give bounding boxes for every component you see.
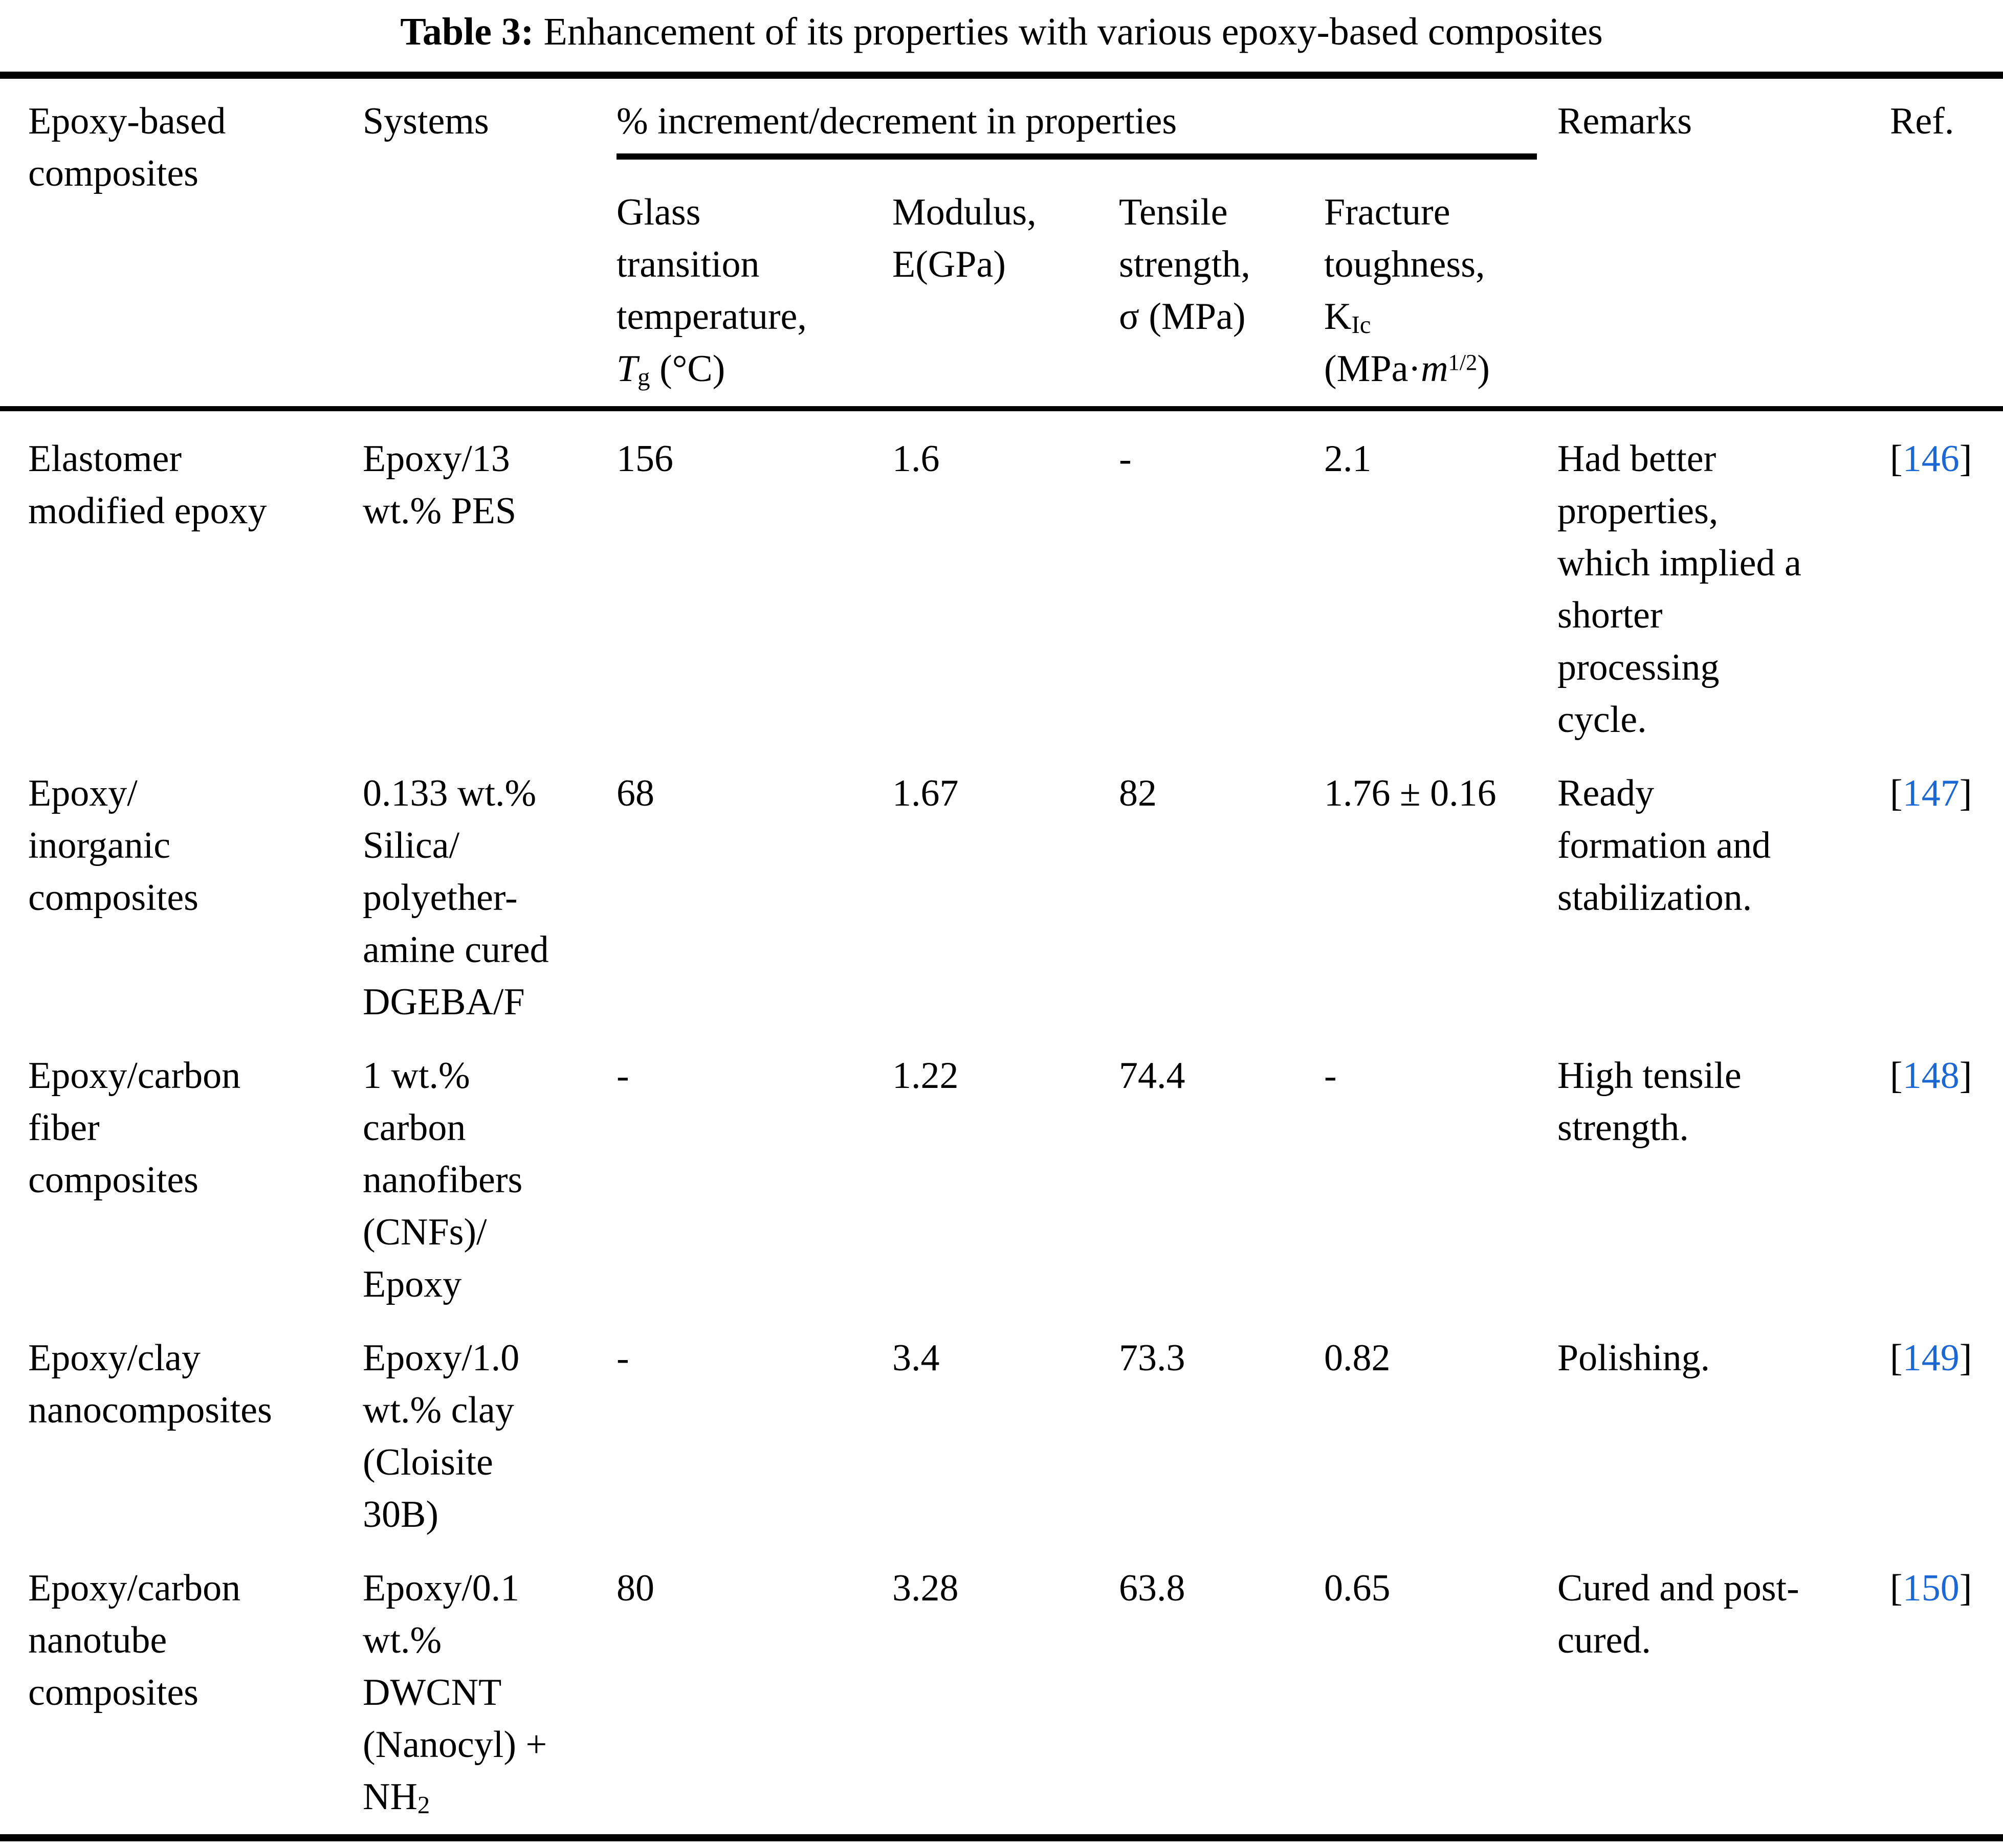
cell-tensile-strength: - [1119, 438, 1132, 480]
cell-fracture-toughness: - [1324, 1055, 1337, 1097]
col-header-fracture-toughness: Fracture toughness, KIc (MPa·m1/2) [1324, 160, 1558, 411]
table-row: Epoxy/clay nanocomposites Epoxy/1.0 wt.% c… [0, 1310, 2003, 1541]
citation-link[interactable]: 147 [1902, 772, 1960, 814]
cell-tensile-strength: 73.3 [1119, 1337, 1185, 1379]
cell-glass-transition: 80 [617, 1567, 654, 1609]
col-header-modulus: Modulus, E(GPa) [892, 160, 1119, 411]
cell-remarks: Cured and post-cured. [1557, 1567, 1799, 1661]
ref-bracket-open: [ [1890, 1567, 1903, 1609]
cell-fracture-toughness: 0.65 [1324, 1567, 1391, 1609]
cell-fracture-toughness: 1.76 ± 0.16 [1324, 772, 1496, 814]
ref-bracket-open: [ [1890, 772, 1903, 814]
cell-system: Epoxy/13 wt.% PES [363, 438, 517, 532]
cell-system: 0.133 wt.% Silica/polyether-amine cured DG… [363, 772, 549, 1023]
col-header-glass-transition: Glass transition temperature, Tg (°C) [617, 160, 892, 411]
cell-modulus: 1.6 [892, 438, 940, 480]
col-header-epoxy-based-composites: Epoxy-based composites [0, 75, 363, 411]
header-row-top: Epoxy-based composites Systems % incremen… [0, 75, 2003, 411]
citation-link[interactable]: 149 [1902, 1337, 1960, 1379]
ref-bracket-close: ] [1959, 1337, 1972, 1379]
cell-ref: [148] [1890, 1028, 2003, 1310]
cell-modulus: 1.67 [892, 772, 959, 814]
cell-tensile-strength: 63.8 [1119, 1567, 1185, 1609]
cell-fracture-toughness: 0.82 [1324, 1337, 1391, 1379]
ref-bracket-close: ] [1959, 1567, 1972, 1609]
cell-composite: Epoxy/clay nanocomposites [28, 1337, 272, 1431]
cell-tensile-strength: 82 [1119, 772, 1157, 814]
ref-bracket-open: [ [1890, 1055, 1903, 1097]
cell-modulus: 3.4 [892, 1337, 940, 1379]
citation-link[interactable]: 146 [1902, 438, 1960, 480]
cell-glass-transition: 68 [617, 772, 654, 814]
table-row: Epoxy/carbon fiber composites 1 wt.% carbon… [0, 1028, 2003, 1310]
table-row: Elastomer modified epoxy Epoxy/13 wt.% PES… [0, 409, 2003, 746]
col-header-group-increment-decrement: % increment/decrement in properties [617, 75, 1557, 160]
cell-glass-transition: - [617, 1055, 629, 1097]
cell-remarks: High tensile strength. [1557, 1055, 1742, 1149]
cell-composite: Epoxy/inorganic composites [28, 772, 199, 919]
cell-system: Epoxy/0.1 wt.% DWCNT (Nanocyl) + NH2 [363, 1567, 547, 1819]
table-caption-text: Enhancement of its properties with vario… [534, 10, 1603, 53]
cell-remarks: Ready formation and stabilization. [1557, 772, 1771, 919]
cell-modulus: 1.22 [892, 1055, 959, 1097]
ref-bracket-open: [ [1890, 438, 1903, 480]
cell-fracture-toughness: 2.1 [1324, 438, 1372, 480]
cell-composite: Elastomer modified epoxy [28, 438, 267, 532]
col-header-systems: Systems [363, 75, 617, 411]
cell-glass-transition: - [617, 1337, 629, 1379]
citation-link[interactable]: 148 [1902, 1055, 1960, 1097]
ref-bracket-close: ] [1959, 438, 1972, 480]
table-row: Epoxy/inorganic composites 0.133 wt.% Sili… [0, 746, 2003, 1028]
col-header-tensile-strength: Tensile strength, σ (MPa) [1119, 160, 1324, 411]
citation-link[interactable]: 150 [1902, 1567, 1960, 1609]
ref-bracket-close: ] [1959, 1055, 1972, 1097]
cell-system: Epoxy/1.0 wt.% clay (Cloisite 30B) [363, 1337, 520, 1535]
cell-remarks: Had better properties, which implied a shor… [1557, 438, 1801, 741]
composites-properties-table: Epoxy-based composites Systems % incremen… [0, 72, 2003, 1841]
cell-ref: [149] [1890, 1310, 2003, 1541]
group-header-rule [617, 153, 1537, 160]
cell-tensile-strength: 74.4 [1119, 1055, 1185, 1097]
col-header-remarks: Remarks [1557, 75, 1890, 411]
table-caption: Table 3: Enhancement of its properties w… [0, 0, 2003, 57]
ref-bracket-close: ] [1959, 772, 1972, 814]
cell-remarks: Polishing. [1557, 1337, 1710, 1379]
cell-system: 1 wt.% carbon nanofibers (CNFs)/Epoxy [363, 1055, 523, 1305]
cell-ref: [147] [1890, 746, 2003, 1028]
cell-ref: [150] [1890, 1541, 2003, 1838]
cell-modulus: 3.28 [892, 1567, 959, 1609]
table-row: Epoxy/carbon nanotube composites Epoxy/0.1… [0, 1541, 2003, 1838]
table-caption-label: Table 3: [400, 10, 534, 53]
header-row-sub: Glass transition temperature, Tg (°C) Modul… [0, 160, 2003, 411]
col-header-ref: Ref. [1890, 75, 2003, 411]
ref-bracket-open: [ [1890, 1337, 1903, 1379]
group-header-label: % increment/decrement in properties [617, 100, 1177, 142]
cell-ref: [146] [1890, 409, 2003, 746]
cell-composite: Epoxy/carbon fiber composites [28, 1055, 241, 1201]
cell-glass-transition: 156 [617, 438, 673, 480]
cell-composite: Epoxy/carbon nanotube composites [28, 1567, 241, 1713]
